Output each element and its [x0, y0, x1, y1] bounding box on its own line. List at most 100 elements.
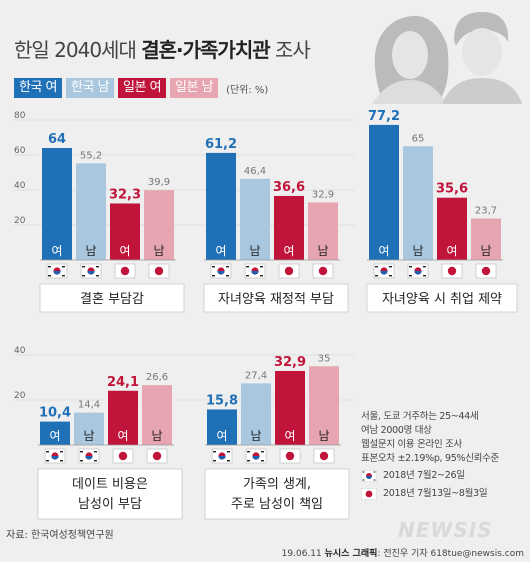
flag-half — [53, 271, 61, 275]
flag-circle — [285, 451, 295, 461]
flag-circle — [152, 451, 162, 461]
flag-trigram — [96, 266, 99, 268]
gender-label: 여 — [378, 244, 389, 258]
y-tick-label: 20 — [14, 391, 26, 401]
gender-label: 남 — [250, 429, 261, 443]
gender-label: 여 — [216, 429, 227, 443]
credit-agency: 뉴시스 그래픽 — [324, 549, 378, 559]
bar — [108, 390, 138, 445]
data-label: 15,8 — [206, 393, 238, 408]
gender-label: 여 — [283, 244, 294, 258]
flag-trigram — [213, 460, 216, 462]
title-prefix: 한일 2040세대 — [14, 38, 137, 62]
credit-author: 전진우 기자 618tue@newsis.com — [383, 549, 524, 559]
flag-trigram — [60, 451, 63, 453]
flag-half — [217, 271, 225, 275]
chart-title-box — [366, 283, 518, 313]
flag-trigram — [261, 460, 264, 462]
data-label: 77,2 — [368, 109, 400, 124]
bar — [275, 370, 305, 445]
flag-trigram — [389, 266, 392, 268]
chart-title: 결혼 부담감 — [80, 292, 144, 307]
chart-title: 자녀양육 시 취업 제약 — [382, 292, 502, 307]
flag-trigram — [423, 266, 426, 268]
flag-trigram — [247, 460, 250, 462]
chart-title: 남성이 부담 — [78, 497, 142, 512]
flag-trigram — [260, 275, 263, 277]
y-tick-label: 80 — [14, 111, 26, 121]
y-tick-label: 60 — [14, 146, 26, 156]
bar — [74, 412, 104, 445]
flag-trigram — [261, 451, 264, 453]
data-label: 46,4 — [244, 166, 266, 177]
flag-circle — [319, 451, 329, 461]
flag-trigram — [213, 451, 216, 453]
flag-trigram — [94, 451, 97, 453]
bar — [437, 197, 467, 260]
flag-half — [251, 271, 259, 275]
page-title: 한일 2040세대 결혼·가족가치관 조사 — [14, 34, 311, 63]
chart-title: 주로 남성이 책임 — [231, 497, 323, 512]
flag-trigram — [409, 266, 412, 268]
bar — [76, 163, 106, 260]
flag-trigram — [62, 275, 65, 277]
flag-trigram — [212, 266, 215, 268]
bar — [471, 218, 501, 260]
gender-label: 남 — [412, 244, 423, 258]
gender-label: 여 — [119, 244, 130, 258]
data-label: 36,6 — [273, 180, 305, 195]
bar — [144, 190, 174, 260]
flag-trigram — [389, 275, 392, 277]
note-line: 웹설문지 이용 온라인 조사 — [361, 439, 462, 450]
legend-japan-male: 일본 남 — [170, 78, 219, 98]
data-label: 26,6 — [146, 372, 168, 383]
note-line: 여남 2000명 대상 — [361, 425, 432, 436]
title-bold: 결혼·가족가치관 — [141, 38, 270, 62]
bar — [403, 146, 433, 260]
data-label: 24,1 — [107, 375, 139, 390]
flag-trigram — [82, 275, 85, 277]
flag-half — [51, 456, 59, 460]
y-tick-label: 40 — [14, 181, 26, 191]
note-line: 서울, 도쿄 거주하는 25~44세 — [361, 411, 479, 422]
flag-circle — [120, 266, 130, 276]
flag-trigram — [375, 275, 378, 277]
gender-label: 여 — [51, 244, 62, 258]
flag-half — [85, 456, 93, 460]
flag-trigram — [94, 460, 97, 462]
data-label: 32,9 — [274, 355, 306, 370]
flag-half — [380, 271, 388, 275]
data-label: 61,2 — [205, 137, 237, 152]
bar — [241, 383, 271, 445]
data-label: 32,3 — [109, 187, 141, 202]
flag-trigram — [80, 451, 83, 453]
chart-title-box — [204, 468, 350, 520]
flag-trigram — [227, 460, 230, 462]
bar — [308, 202, 338, 260]
flag-half — [252, 456, 260, 460]
flag-trigram — [96, 275, 99, 277]
gender-label: 여 — [446, 244, 457, 258]
bar — [369, 124, 399, 261]
flag-circle — [318, 266, 328, 276]
flag-trigram — [62, 266, 65, 268]
gender-label: 남 — [153, 244, 164, 258]
korea-flag-icon — [361, 470, 377, 482]
flag-trigram — [212, 275, 215, 277]
bar — [42, 148, 72, 260]
bar — [206, 152, 236, 260]
flag-trigram — [247, 451, 250, 453]
flag-trigram — [226, 275, 229, 277]
flag-trigram — [226, 266, 229, 268]
flag-trigram — [227, 451, 230, 453]
bar — [40, 421, 70, 445]
gender-label: 남 — [83, 429, 94, 443]
title-suffix: 조사 — [274, 38, 311, 62]
japan-flag-icon — [361, 488, 377, 500]
data-label: 14,4 — [78, 400, 100, 411]
gender-label: 남 — [317, 244, 328, 258]
flag-trigram — [409, 275, 412, 277]
gender-label: 여 — [117, 429, 128, 443]
flag-trigram — [80, 460, 83, 462]
flag-circle — [284, 266, 294, 276]
